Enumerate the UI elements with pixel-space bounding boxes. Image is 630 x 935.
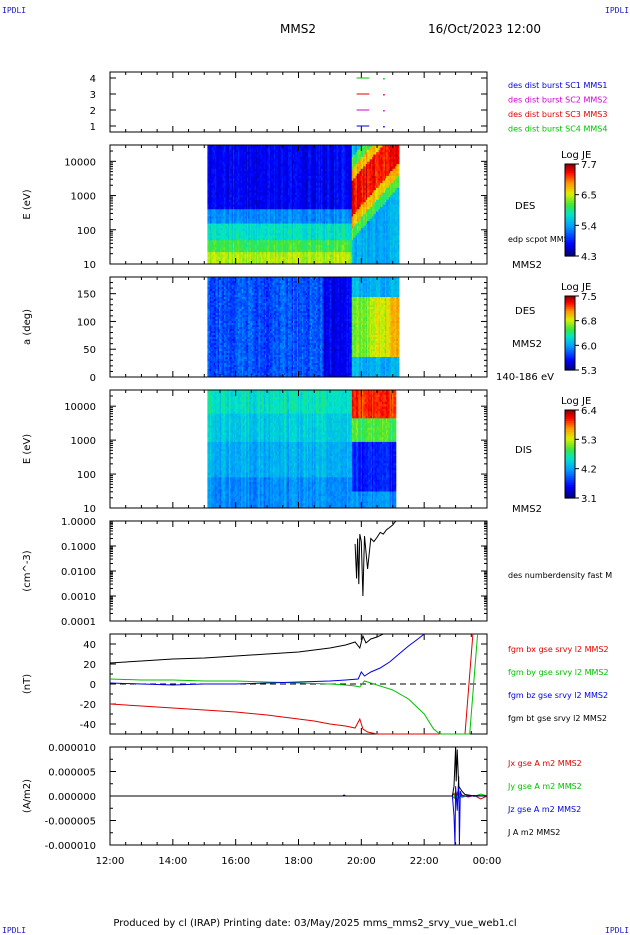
availability-point	[383, 110, 385, 112]
availability-point	[383, 126, 385, 128]
availability-y-tick-label: 3	[90, 90, 96, 101]
availability-y-tick-label: 4	[90, 74, 96, 85]
availability-legend-entry: des dist burst SC1 MMS1	[508, 81, 607, 90]
availability-legend-entry: des dist burst SC4 MMS4	[508, 125, 607, 134]
availability-point	[383, 94, 385, 96]
availability-point	[383, 78, 385, 80]
availability-legend-entry: des dist burst SC2 MMS2	[508, 96, 607, 105]
availability-frame	[110, 72, 487, 132]
availability-legend-entry: des dist burst SC3 MMS3	[508, 110, 607, 119]
availability-y-tick-label: 2	[90, 106, 96, 117]
availability-y-tick-label: 1	[90, 122, 96, 133]
